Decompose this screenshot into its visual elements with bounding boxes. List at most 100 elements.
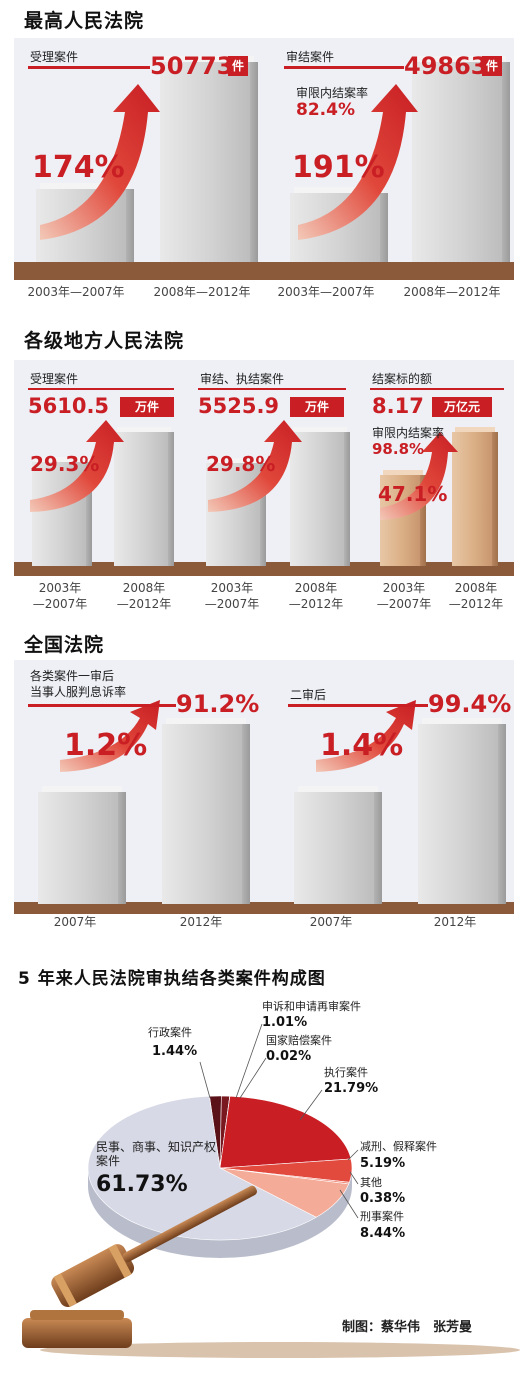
bar [452,427,498,566]
growth-arrows [30,84,458,772]
pie-label-criminal: 刑事案件 [360,1210,404,1223]
pie-value-civil: 61.73% [96,1172,188,1197]
pie-label-compensation: 国家赔偿案件 [266,1034,332,1047]
pie-leader-line [299,1089,323,1121]
section-title-local: 各级地方人民法院 [24,330,185,352]
growth-label: 191% [292,150,385,185]
group-total: 99.4% [428,690,512,718]
bar [294,786,382,904]
group-underline [28,66,150,69]
pie-label-administrative: 行政案件 [148,1026,192,1039]
pie-leader-line [235,1023,263,1099]
pie-leader-line [349,1171,359,1185]
pie-label-other: 其他 [360,1176,382,1189]
sub-label: 审限内结案率 [372,426,445,440]
group-underline [198,388,346,390]
x-tick-label: 2003年—2007年 [27,285,125,299]
pie-side [88,1168,352,1258]
growth-label: 29.3% [30,452,100,476]
pie-slice [219,1095,352,1169]
growth-label: 1.2% [64,728,148,763]
group-underline [370,388,504,390]
pie-leader-line [199,1061,211,1099]
x-tick-label: 2008年 —2012年 [288,581,344,611]
section-title-supreme: 最高人民法院 [24,10,145,32]
x-tick-label: 2012年 [179,915,223,929]
supreme-floor [14,262,514,280]
group-unit: 件 [228,56,248,76]
bar [38,786,126,904]
national-floor [14,902,514,914]
group-label: 审结案件 [286,50,335,64]
section-title-national: 全国法院 [24,634,105,656]
group-total: 8.17 [372,394,424,418]
bar [206,457,266,566]
group-label: 受理案件 [30,372,79,386]
x-tick-label: 2008年 —2012年 [116,581,172,611]
growth-arrow [60,700,160,772]
group-label: 审结、执结案件 [200,372,285,386]
bar [380,469,426,566]
pie-label-civil: 民事、商事、知识产权案件 [96,1140,217,1168]
group-total: 50773 [150,52,234,80]
bar [418,718,506,904]
growth-label: 174% [32,150,125,185]
group-underline [288,704,428,707]
growth-label: 1.4% [320,728,404,763]
pie-label-commutation: 减刑、假释案件 [360,1140,437,1153]
x-tick-label: 2008年—2012年 [403,285,501,299]
growth-label: 47.1% [378,482,448,506]
pie-label-enforcement: 执行案件 [324,1066,368,1079]
group-unit: 件 [482,56,502,76]
bar [412,56,510,262]
group-unit: 万件 [290,397,344,417]
growth-arrow [30,420,124,512]
pie-label-petition: 申诉和申请再审案件 [262,1000,361,1013]
x-tick-label: 2008年—2012年 [153,285,251,299]
x-tick-label: 2003年 —2007年 [204,581,260,611]
growth-label: 29.8% [206,452,276,476]
pie-value-compensation: 0.02% [266,1049,312,1064]
group-underline [28,704,176,707]
x-tick-label: 2003年 —2007年 [376,581,432,611]
sub-value: 98.8% [372,440,425,458]
pie-value-administrative: 1.44% [152,1044,198,1059]
pie-value-other: 0.38% [360,1191,406,1206]
x-tick-label: 2003年—2007年 [277,285,375,299]
bar [160,56,258,262]
growth-arrow [316,700,416,772]
x-tick-label: 2012年 [433,915,477,929]
group-label: 结案标的额 [372,372,433,386]
group-total: 5610.5 [28,394,110,418]
credit-text: 制图：蔡华伟 张芳曼 [342,1320,473,1335]
pie-leader-line [239,1057,267,1099]
x-tick-label: 2007年 [53,915,97,929]
group-label: 受理案件 [30,50,79,64]
pie-title: 5 年来人民法院审执结各类案件构成图 [18,969,326,989]
x-tick-label: 2007年 [309,915,353,929]
group-total: 5525.9 [198,394,280,418]
group-label: 各类案件一审后 当事人服判息诉率 [30,669,127,699]
bar [290,427,350,566]
bar [114,427,174,566]
group-total: 91.2% [176,690,260,718]
group-underline [28,388,174,390]
group-underline [284,66,404,69]
growth-arrow [380,432,458,520]
growth-arrow [40,84,160,240]
pie-value-enforcement: 21.79% [324,1081,379,1096]
growth-arrow [298,84,418,240]
pie-slice [87,1095,317,1241]
pie-leader-line [347,1149,359,1161]
bar [162,718,250,904]
x-tick-label: 2003年 —2007年 [32,581,88,611]
group-total: 49863 [404,52,488,80]
x-tick-label: 2008年 —2012年 [448,581,504,611]
group-unit: 万件 [120,397,174,417]
group-unit: 万亿元 [432,397,492,417]
growth-arrow [208,420,302,512]
pie-value-criminal: 8.44% [360,1226,406,1241]
pie-leader-line [339,1189,359,1219]
